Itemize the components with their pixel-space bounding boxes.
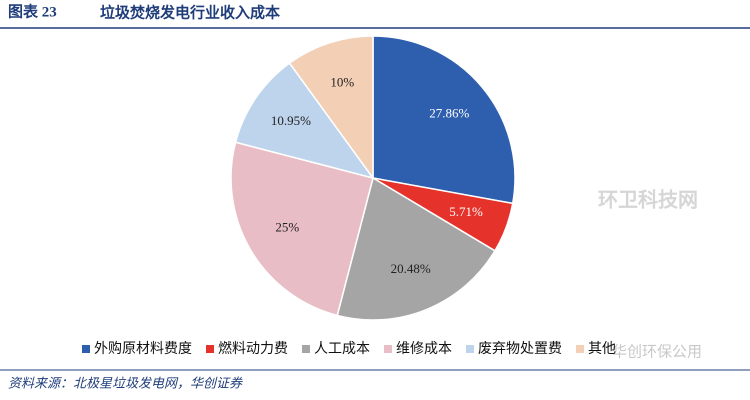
legend-label: 燃料动力费: [218, 340, 288, 357]
legend-swatch: [82, 345, 90, 353]
figure-label: 图表 23: [8, 2, 57, 20]
legend-label: 废弃物处置费: [478, 341, 562, 357]
legend-swatch: [466, 345, 474, 353]
legend-label: 其他: [588, 341, 616, 357]
pie-slice: [230, 141, 374, 317]
pie-slice: [372, 35, 516, 205]
legend-label: 人工成本: [314, 341, 370, 357]
data-label: 20.48%: [391, 261, 431, 276]
watermark: 环卫科技网: [598, 188, 698, 212]
legend-swatch: [302, 345, 310, 353]
legend-label: 维修成本: [396, 341, 452, 357]
pie-slice: [234, 62, 375, 180]
watermark: 华创环保公用: [612, 343, 702, 361]
pie: 27.86% 5.71% 20.48% 25% 10.95% 10%: [230, 35, 516, 321]
legend: 外购原材料费度 燃料动力费 人工成本 维修成本 废弃物处置费 其他: [82, 340, 616, 357]
data-label: 27.86%: [429, 105, 469, 120]
source-note: 资料来源：北极星垃圾发电网，华创证券: [8, 377, 243, 392]
legend-swatch: [576, 345, 584, 353]
data-label: 25%: [275, 219, 299, 234]
pie-slice: [336, 176, 496, 321]
pie-slice: [288, 35, 374, 181]
chart-title: 垃圾焚烧发电行业收入成本: [100, 4, 280, 22]
data-label: 5.71%: [449, 204, 483, 219]
legend-swatch: [384, 345, 392, 353]
legend-swatch: [206, 345, 214, 353]
data-label: 10%: [330, 74, 354, 89]
data-label: 10.95%: [271, 113, 311, 128]
legend-label: 外购原材料费度: [94, 341, 192, 357]
